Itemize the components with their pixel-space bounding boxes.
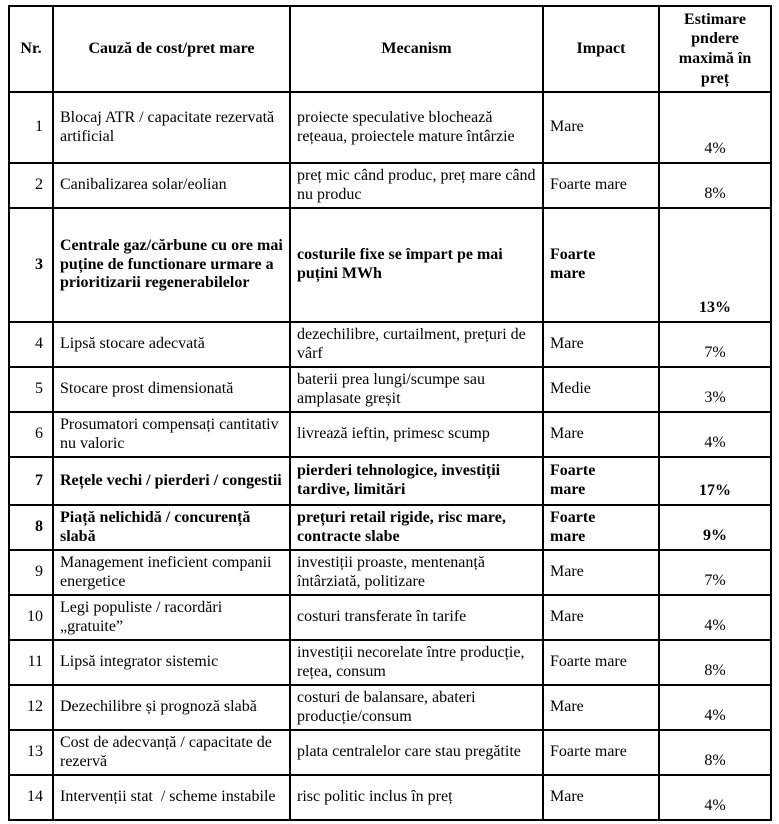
estimate-cell: 17% <box>658 456 772 506</box>
table-row: 6 Prosumatori compensați cantitativ nu va… <box>8 411 772 458</box>
impact-cell: Mare <box>542 411 660 458</box>
impact-cell: Mare <box>542 91 660 164</box>
table-row: 5 Stocare prost dimensionată baterii prea … <box>8 366 772 413</box>
cause-cell: Management ineficient companii energetic… <box>52 549 291 596</box>
estimate-cell: 13% <box>658 207 772 323</box>
cause-cell: Intervenții stat / scheme instabile <box>52 774 291 821</box>
col-header-impact: Impact <box>542 5 660 93</box>
nr-cell: 11 <box>8 639 54 686</box>
cause-cell: Piață nelichidă / concurență slabă <box>52 504 291 551</box>
table-row: 14 Intervenții stat / scheme instabile ris… <box>8 774 772 821</box>
estimate-cell: 8% <box>658 729 772 776</box>
impact-cell: Mare <box>542 684 660 731</box>
nr-cell: 14 <box>8 774 54 821</box>
impact-cell: Foarte mare <box>542 729 660 776</box>
table-row: 1 Blocaj ATR / capacitate rezervată artif… <box>8 91 772 164</box>
cause-cell: Stocare prost dimensionată <box>52 366 291 413</box>
cause-cell: Centrale gaz/cărbune cu ore mai puține d… <box>52 207 291 323</box>
nr-cell: 12 <box>8 684 54 731</box>
cause-cell: Lipsă integrator sistemic <box>52 639 291 686</box>
nr-cell: 4 <box>8 321 54 368</box>
estimate-cell: 3% <box>658 366 772 413</box>
table-row: 12 Dezechilibre și prognoză slabă costuri … <box>8 684 772 731</box>
mechanism-cell: baterii prea lungi/scumpe sau amplasate … <box>289 366 544 413</box>
nr-cell: 9 <box>8 549 54 596</box>
estimate-cell: 9% <box>658 504 772 551</box>
cause-cell: Dezechilibre și prognoză slabă <box>52 684 291 731</box>
col-header-cause: Cauză de cost/pret mare <box>52 5 291 93</box>
cost-cause-table: Nr. Cauză de cost/pret mare Mecanism Imp… <box>8 5 772 821</box>
table-row: 4 Lipsă stocare adecvată dezechilibre, cur… <box>8 321 772 368</box>
col-header-nr: Nr. <box>8 5 54 93</box>
impact-cell: Foarte mare <box>542 456 660 506</box>
nr-cell: 13 <box>8 729 54 776</box>
table-row: 9 Management ineficient companii energeti… <box>8 549 772 596</box>
impact-cell: Foarte mare <box>542 504 660 551</box>
impact-cell: Foarte mare <box>542 639 660 686</box>
impact-cell: Foarte mare <box>542 162 660 209</box>
table-row: 2 Canibalizarea solar/eolian preț mic când… <box>8 162 772 209</box>
cause-cell: Canibalizarea solar/eolian <box>52 162 291 209</box>
mechanism-cell: plata centralelor care stau pregătite <box>289 729 544 776</box>
mechanism-cell: investiții necorelate între producție, r… <box>289 639 544 686</box>
table-row: 3 Centrale gaz/cărbune cu ore mai puține … <box>8 207 772 323</box>
mechanism-cell: preț mic când produc, preț mare când nu … <box>289 162 544 209</box>
cause-cell: Cost de adecvanță / capacitate de rezerv… <box>52 729 291 776</box>
mechanism-cell: investiții proaste, mentenanță întârziat… <box>289 549 544 596</box>
estimate-cell: 4% <box>658 684 772 731</box>
impact-cell: Medie <box>542 366 660 413</box>
estimate-cell: 4% <box>658 411 772 458</box>
cause-cell: Blocaj ATR / capacitate rezervată artifi… <box>52 91 291 164</box>
impact-cell: Mare <box>542 549 660 596</box>
estimate-cell: 7% <box>658 321 772 368</box>
table-row: 13 Cost de adecvanță / capacitate de reze… <box>8 729 772 776</box>
mechanism-cell: pierderi tehnologice, investiții tardive… <box>289 456 544 506</box>
cause-cell: Lipsă stocare adecvată <box>52 321 291 368</box>
nr-cell: 2 <box>8 162 54 209</box>
mechanism-cell: risc politic inclus în preț <box>289 774 544 821</box>
table-row: 8 Piață nelichidă / concurență slabă prețu… <box>8 504 772 551</box>
mechanism-cell: prețuri retail rigide, risc mare, contra… <box>289 504 544 551</box>
table-row: 11 Lipsă integrator sistemic investiții ne… <box>8 639 772 686</box>
table-header: Nr. Cauză de cost/pret mare Mecanism Imp… <box>8 5 772 93</box>
mechanism-cell: costuri de balansare, abateri producție/… <box>289 684 544 731</box>
table-row: 7 Rețele vechi / pierderi / congestii pier… <box>8 456 772 506</box>
mechanism-cell: costurile fixe se împart pe mai puțini M… <box>289 207 544 323</box>
cause-cell: Rețele vechi / pierderi / congestii <box>52 456 291 506</box>
impact-cell: Mare <box>542 774 660 821</box>
mechanism-cell: dezechilibre, curtailment, prețuri de vâ… <box>289 321 544 368</box>
mechanism-cell: proiecte speculative blochează rețeaua, … <box>289 91 544 164</box>
nr-cell: 8 <box>8 504 54 551</box>
cause-cell: Prosumatori compensați cantitativ nu val… <box>52 411 291 458</box>
cause-cell: Legi populiste / racordări „gratuite” <box>52 594 291 641</box>
estimate-cell: 8% <box>658 162 772 209</box>
estimate-cell: 8% <box>658 639 772 686</box>
estimate-cell: 4% <box>658 594 772 641</box>
estimate-cell: 4% <box>658 774 772 821</box>
nr-cell: 7 <box>8 456 54 506</box>
nr-cell: 3 <box>8 207 54 323</box>
col-header-mechanism: Mecanism <box>289 5 544 93</box>
impact-cell: Foarte mare <box>542 207 660 323</box>
table-body: 1 Blocaj ATR / capacitate rezervată artif… <box>8 91 772 821</box>
estimate-cell: 4% <box>658 91 772 164</box>
table-row: 10 Legi populiste / racordări „gratuite” c… <box>8 594 772 641</box>
nr-cell: 6 <box>8 411 54 458</box>
col-header-estimate: Estimare pndere maximă în preț <box>658 5 772 93</box>
estimate-cell: 7% <box>658 549 772 596</box>
impact-cell: Mare <box>542 321 660 368</box>
nr-cell: 10 <box>8 594 54 641</box>
nr-cell: 1 <box>8 91 54 164</box>
mechanism-cell: livrează ieftin, primesc scump <box>289 411 544 458</box>
impact-cell: Mare <box>542 594 660 641</box>
mechanism-cell: costuri transferate în tarife <box>289 594 544 641</box>
nr-cell: 5 <box>8 366 54 413</box>
header-row: Nr. Cauză de cost/pret mare Mecanism Imp… <box>8 5 772 93</box>
